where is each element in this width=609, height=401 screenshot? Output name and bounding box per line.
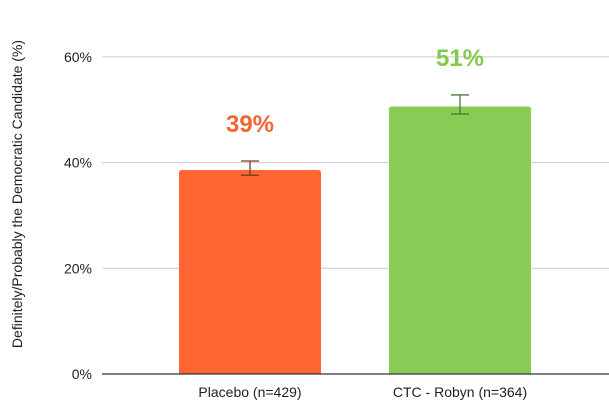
- bar-ctc-robyn: [389, 106, 531, 375]
- error-bars: [241, 94, 469, 176]
- y-axis-label: Definitely/Probably the Democratic Candi…: [9, 40, 25, 348]
- bar-placebo: [179, 169, 321, 374]
- data-label: 51%: [436, 45, 484, 72]
- x-category-label: Placebo (n=429): [198, 384, 301, 400]
- data-label: 39%: [226, 111, 274, 138]
- error-bar: [241, 160, 259, 176]
- y-tick-label: 20%: [64, 260, 92, 276]
- data-labels: 39% 51%: [226, 45, 484, 138]
- y-tick-label: 40%: [64, 155, 92, 171]
- error-bar: [451, 94, 469, 115]
- bars: [179, 106, 531, 375]
- x-category-label: CTC - Robyn (n=364): [393, 384, 527, 400]
- gridlines: [102, 56, 609, 269]
- category-labels: Placebo (n=429) CTC - Robyn (n=364): [198, 384, 527, 400]
- y-tick-labels: 0% 20% 40% 60%: [64, 49, 92, 382]
- y-tick-label: 60%: [64, 49, 92, 65]
- y-tick-label: 0%: [72, 366, 92, 382]
